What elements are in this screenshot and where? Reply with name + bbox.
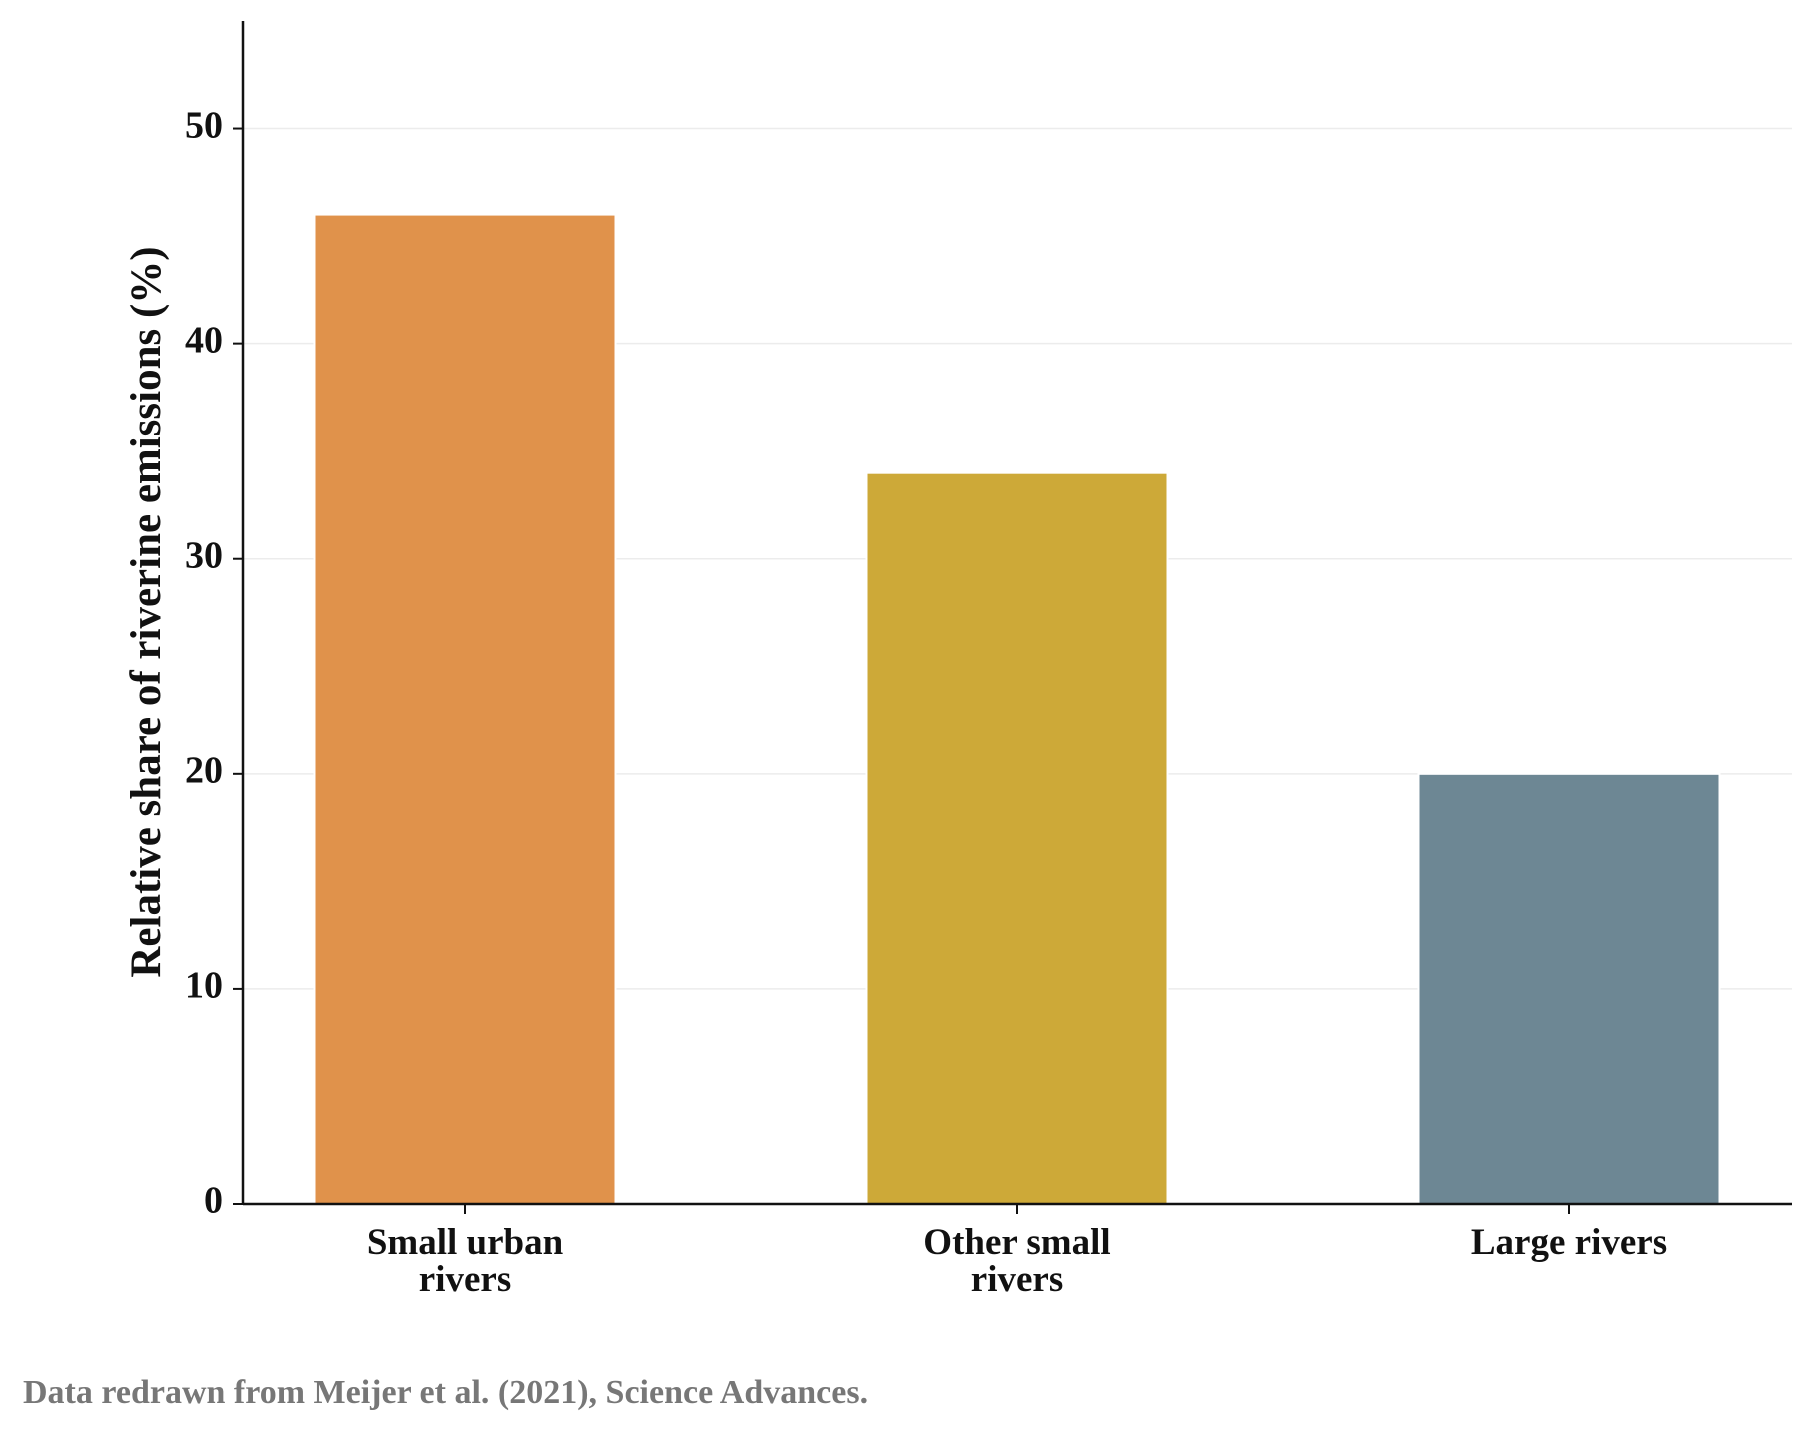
- y-tick-label: 10: [185, 965, 223, 1007]
- y-tick-label: 20: [185, 750, 223, 792]
- x-tick-label: Small urban rivers: [367, 1222, 564, 1300]
- y-tick-label: 40: [185, 319, 223, 361]
- source-note: Data redrawn from Meijer et al. (2021), …: [23, 1374, 868, 1411]
- bar: [865, 471, 1169, 1205]
- y-tick-label: 0: [204, 1180, 223, 1222]
- x-tick-label: Large rivers: [1471, 1222, 1667, 1263]
- bar: [313, 213, 617, 1205]
- bar: [1417, 772, 1721, 1205]
- y-tick-label: 50: [185, 104, 223, 146]
- y-axis-label: Relative share of riverine emissions (%): [123, 246, 170, 977]
- y-tick-label: 30: [185, 534, 223, 576]
- x-tick-label: Other small rivers: [923, 1222, 1110, 1300]
